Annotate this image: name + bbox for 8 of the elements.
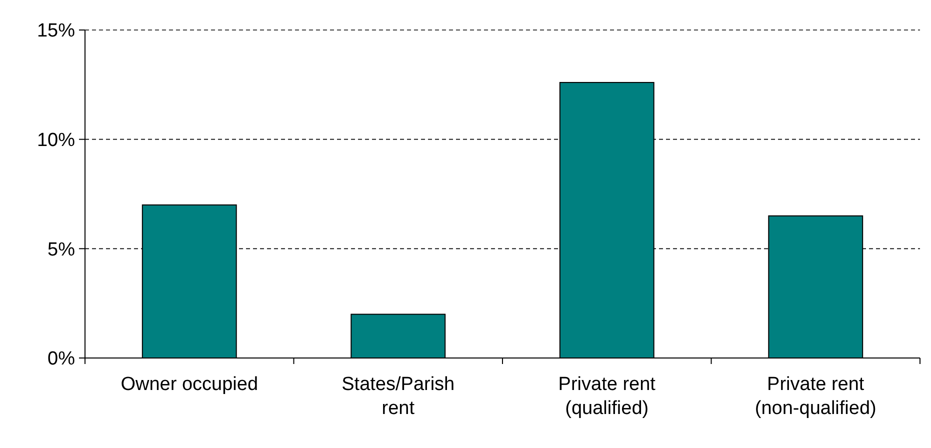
y-tick-label: 5% [48,239,76,260]
y-tick-label: 15% [36,20,76,42]
y-tick-label: 0% [48,348,76,370]
x-tick-label: Private rent (qualified) [558,374,656,419]
x-tick-label: Private rent (non-qualified) [754,374,876,419]
x-tick-label: States/Parish rent [342,374,455,419]
x-tick-label: Owner occupied [120,374,258,395]
y-tick-label: 10% [36,130,76,151]
